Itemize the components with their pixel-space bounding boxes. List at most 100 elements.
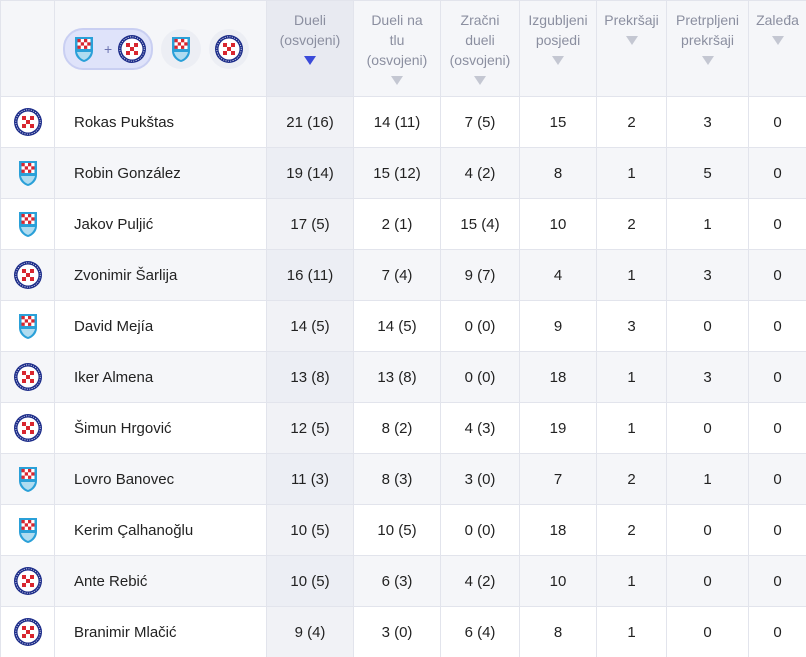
column-header-2[interactable]: Zračni dueli (osvojeni) <box>440 0 520 97</box>
stat-fouls: 1 <box>596 351 667 403</box>
stat-ground: 8 (2) <box>353 402 441 454</box>
player-name[interactable]: Iker Almena <box>54 351 267 403</box>
team-badge-cell <box>0 606 55 657</box>
table-row[interactable]: Iker Almena 13 (8) 13 (8) 0 (0) 18 1 3 0 <box>0 351 806 403</box>
team-b-badge-icon <box>214 34 244 64</box>
filter-team-b[interactable] <box>209 28 250 69</box>
table-row[interactable]: David Mejía 14 (5) 14 (5) 0 (0) 9 3 0 0 <box>0 300 806 352</box>
column-header-1[interactable]: Dueli na tlu (osvojeni) <box>353 0 441 97</box>
stat-duels: 10 (5) <box>266 504 354 556</box>
table-row[interactable]: Jakov Puljić 17 (5) 2 (1) 15 (4) 10 2 1 0 <box>0 198 806 250</box>
player-name[interactable]: Robin González <box>54 147 267 199</box>
player-name[interactable]: Kerim Çalhanoğlu <box>54 504 267 556</box>
stat-aerial: 4 (2) <box>440 555 520 607</box>
team-filter: + <box>54 0 267 97</box>
stat-fouls: 2 <box>596 96 667 148</box>
stat-lost: 18 <box>519 504 597 556</box>
team-b-badge-icon <box>13 618 42 646</box>
team-b-badge-icon <box>118 34 147 63</box>
column-header-label: (osvojeni) <box>279 32 341 48</box>
stat-aerial: 7 (5) <box>440 96 520 148</box>
team-badge-cell <box>0 300 55 352</box>
filter-team-a[interactable] <box>161 28 202 69</box>
stat-aerial: 4 (2) <box>440 147 520 199</box>
stat-fouled: 1 <box>666 453 749 505</box>
stat-duels: 10 (5) <box>266 555 354 607</box>
team-badge-cell <box>0 504 55 556</box>
player-name[interactable]: David Mejía <box>54 300 267 352</box>
stat-lost: 19 <box>519 402 597 454</box>
stat-lost: 10 <box>519 555 597 607</box>
table-row[interactable]: Zvonimir Šarlija 16 (11) 7 (4) 9 (7) 4 1 3 0 <box>0 249 806 301</box>
column-header-label: posjedi <box>535 32 581 48</box>
sort-icon <box>552 56 564 65</box>
stat-duels: 21 (16) <box>266 96 354 148</box>
table-row[interactable]: Lovro Banovec 11 (3) 8 (3) 3 (0) 7 2 1 0 <box>0 453 806 505</box>
column-header-label: (osvojeni) <box>449 52 511 68</box>
stat-ground: 13 (8) <box>353 351 441 403</box>
column-header-0[interactable]: Dueli (osvojeni) <box>266 0 354 97</box>
player-name[interactable]: Ante Rebić <box>54 555 267 607</box>
stat-lost: 4 <box>519 249 597 301</box>
stat-aerial: 6 (4) <box>440 606 520 657</box>
player-name[interactable]: Branimir Mlačić <box>54 606 267 657</box>
team-badge-cell <box>0 198 55 250</box>
column-header-label: Zračni <box>460 12 500 28</box>
stat-ground: 14 (11) <box>353 96 441 148</box>
player-name[interactable]: Rokas Pukštas <box>54 96 267 148</box>
team-a-badge-icon <box>69 34 99 64</box>
team-b-badge-icon <box>13 261 42 289</box>
stat-fouls: 1 <box>596 555 667 607</box>
column-header-6[interactable]: Zaleđa <box>748 0 806 97</box>
stat-ground: 10 (5) <box>353 504 441 556</box>
team-a-badge-icon <box>75 36 93 62</box>
stat-ground: 2 (1) <box>353 198 441 250</box>
stat-fouls: 1 <box>596 249 667 301</box>
player-name[interactable]: Lovro Banovec <box>54 453 267 505</box>
stat-fouled: 5 <box>666 147 749 199</box>
team-a-badge-icon <box>172 36 191 62</box>
stat-fouled: 0 <box>666 402 749 454</box>
table-row[interactable]: Rokas Pukštas 21 (16) 14 (11) 7 (5) 15 2 3 0 <box>0 96 806 148</box>
player-name[interactable]: Jakov Puljić <box>54 198 267 250</box>
team-a-badge-icon <box>166 34 196 64</box>
column-header-5[interactable]: Pretrpljeni prekršaji <box>666 0 749 97</box>
stat-fouls: 1 <box>596 606 667 657</box>
stat-fouled: 0 <box>666 555 749 607</box>
table-row[interactable]: Kerim Çalhanoğlu 10 (5) 10 (5) 0 (0) 18 2 0 0 <box>0 504 806 556</box>
stat-duels: 14 (5) <box>266 300 354 352</box>
player-name[interactable]: Zvonimir Šarlija <box>54 249 267 301</box>
team-a-badge-icon <box>18 314 37 339</box>
badge-header <box>0 0 55 97</box>
stat-offsides: 0 <box>748 249 806 301</box>
table-row[interactable]: Branimir Mlačić 9 (4) 3 (0) 6 (4) 8 1 0 0 <box>0 606 806 657</box>
stat-lost: 10 <box>519 198 597 250</box>
column-header-3[interactable]: Izgubljeni posjedi <box>519 0 597 97</box>
team-b-badge-icon <box>117 34 147 64</box>
stat-ground: 14 (5) <box>353 300 441 352</box>
sort-icon <box>625 36 638 45</box>
table-row[interactable]: Ante Rebić 10 (5) 6 (3) 4 (2) 10 1 0 0 <box>0 555 806 607</box>
column-header-label: Izgubljeni <box>528 12 588 28</box>
header-row: + Dueli (osvojeni) Dueli na tlu (osvojeni) Zr… <box>0 0 806 97</box>
stat-ground: 7 (4) <box>353 249 441 301</box>
stat-duels: 17 (5) <box>266 198 354 250</box>
stat-duels: 12 (5) <box>266 402 354 454</box>
team-a-badge-icon <box>18 212 37 237</box>
stat-offsides: 0 <box>748 402 806 454</box>
player-name[interactable]: Šimun Hrgović <box>54 402 267 454</box>
stat-offsides: 0 <box>748 351 806 403</box>
team-b-badge-icon <box>13 363 42 391</box>
stat-fouled: 1 <box>666 198 749 250</box>
table-row[interactable]: Robin González 19 (14) 15 (12) 4 (2) 8 1 5 0 <box>0 147 806 199</box>
stat-fouled: 0 <box>666 606 749 657</box>
sort-active-icon <box>304 56 316 65</box>
table-row[interactable]: Šimun Hrgović 12 (5) 8 (2) 4 (3) 19 1 0 0 <box>0 402 806 454</box>
column-header-4[interactable]: Prekršaji <box>596 0 667 97</box>
team-b-badge-icon <box>13 414 42 442</box>
stat-fouls: 1 <box>596 147 667 199</box>
team-badge-cell <box>0 453 55 505</box>
filter-both-teams[interactable]: + <box>63 27 154 70</box>
plus-sign: + <box>104 40 113 57</box>
